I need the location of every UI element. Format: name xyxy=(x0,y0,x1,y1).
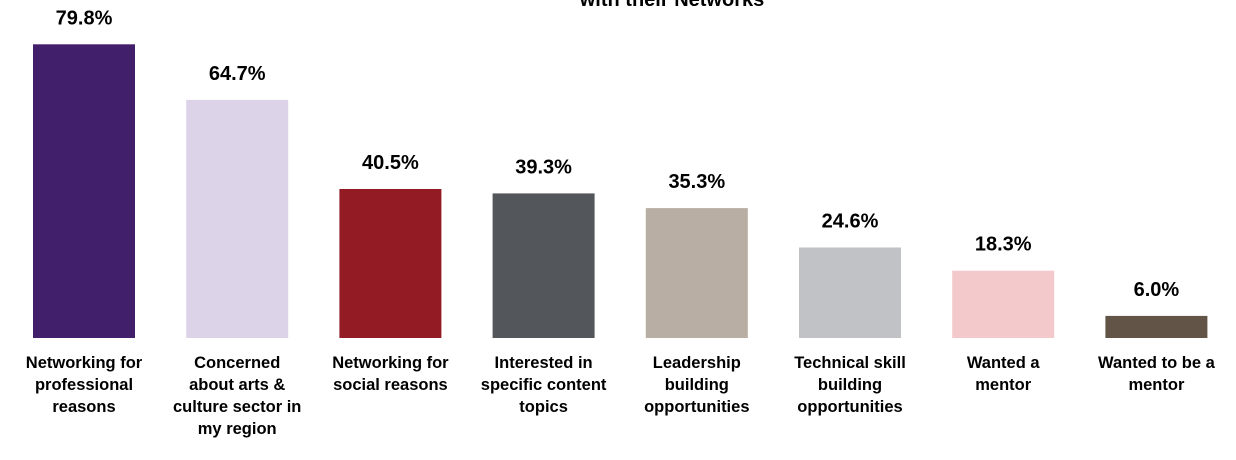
bar xyxy=(33,44,135,339)
bars-group xyxy=(33,44,1208,339)
category-label-line: Wanted a xyxy=(967,354,1041,372)
category-labels-group: Networking for professional reasons Concern… xyxy=(26,354,1216,438)
category-label-line: mentor xyxy=(1128,376,1185,394)
data-label: 6.0% xyxy=(1134,279,1180,301)
bar xyxy=(1105,315,1208,338)
category-label-line: mentor xyxy=(975,376,1032,394)
data-label: 18.3% xyxy=(975,234,1032,256)
category-label-line: Technical skill xyxy=(794,354,906,372)
category-label-line: Interested in xyxy=(495,354,593,372)
data-label: 40.5% xyxy=(362,152,419,174)
category-label: Concerned about arts & culture sector in my… xyxy=(173,354,301,438)
category-label: Wanted a mentor xyxy=(967,354,1041,394)
category-label-line: social reasons xyxy=(333,376,448,394)
category-label-line: Leadership xyxy=(653,354,741,372)
category-label-line: Concerned xyxy=(194,354,280,372)
category-label: Technical skill building opportunities xyxy=(794,354,906,416)
category-label-line: building xyxy=(818,376,882,394)
bar xyxy=(186,99,289,339)
data-label: 35.3% xyxy=(668,171,725,193)
data-label: 24.6% xyxy=(822,211,879,233)
bar xyxy=(799,247,901,338)
category-label: Interested in specific content topics xyxy=(481,354,607,416)
category-label-line: topics xyxy=(519,398,568,416)
category-label: Leadership building opportunities xyxy=(644,354,749,416)
category-label-line: opportunities xyxy=(644,398,749,416)
data-label: 39.3% xyxy=(515,156,572,178)
data-label: 64.7% xyxy=(209,63,266,85)
category-label-line: professional xyxy=(35,376,133,394)
category-label: Networking for social reasons xyxy=(332,354,449,394)
bar xyxy=(952,270,1055,338)
category-label-line: reasons xyxy=(52,398,115,416)
category-label: Networking for professional reasons xyxy=(26,354,143,416)
category-label-line: opportunities xyxy=(797,398,902,416)
category-label-line: specific content xyxy=(481,376,607,394)
category-label-line: culture sector in xyxy=(173,398,301,416)
category-label: Wanted to be a mentor xyxy=(1098,354,1216,394)
chart-title: with their Networks xyxy=(579,0,764,11)
category-label-line: Networking for xyxy=(332,354,449,372)
value-labels-group: 79.8% 64.7% 40.5% 39.3% 35.3% 24.6% 18.3% 6.0% xyxy=(56,7,1180,301)
bar xyxy=(339,189,442,338)
category-label-line: Networking for xyxy=(26,354,143,372)
category-label-line: Wanted to be a xyxy=(1098,354,1216,372)
data-label: 79.8% xyxy=(56,7,113,29)
bar xyxy=(492,193,595,338)
category-label-line: my region xyxy=(198,420,277,438)
bar xyxy=(645,208,748,338)
category-label-line: building xyxy=(665,376,729,394)
category-label-line: about arts & xyxy=(189,376,285,394)
